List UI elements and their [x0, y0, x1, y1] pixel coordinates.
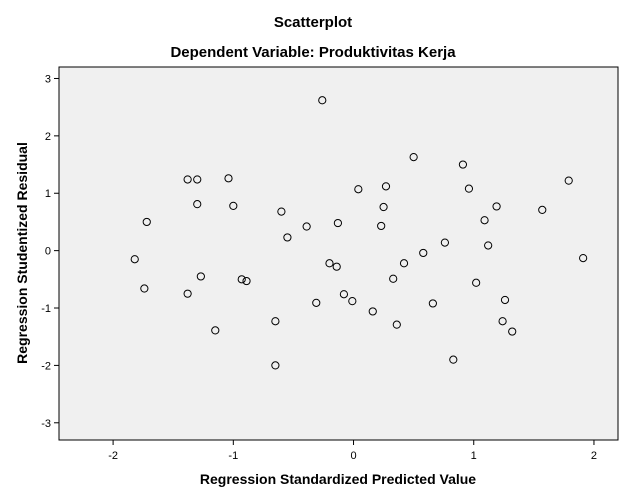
data-point — [579, 253, 588, 263]
data-point — [333, 218, 342, 228]
x-tick-label: 0 — [350, 450, 356, 462]
y-tick-label: -3 — [41, 418, 51, 430]
y-axis: -3 -2 -1 0 1 2 3 — [41, 73, 59, 430]
data-point — [140, 284, 149, 293]
data-point — [564, 176, 573, 185]
data-point — [325, 259, 334, 268]
data-point — [196, 272, 205, 281]
data-point — [464, 184, 474, 193]
data-point — [130, 255, 139, 264]
data-point — [381, 182, 391, 191]
x-tick-label: -2 — [108, 450, 118, 462]
data-point — [183, 175, 192, 184]
data-point — [458, 160, 468, 169]
data-point — [538, 205, 547, 214]
data-point — [211, 326, 220, 335]
x-tick-label: -1 — [228, 450, 238, 462]
data-point — [339, 290, 349, 299]
data-point — [183, 289, 192, 298]
data-point — [283, 233, 292, 242]
data-point — [379, 202, 388, 212]
data-point — [428, 299, 437, 308]
data-point — [492, 202, 501, 211]
y-tick-label: 2 — [45, 131, 51, 143]
data-point — [237, 275, 246, 284]
data-point — [472, 278, 481, 287]
data-point — [409, 152, 418, 162]
x-axis-label: Regression Standardized Predicted Value — [200, 471, 476, 487]
data-point — [399, 259, 409, 268]
data-point — [377, 221, 386, 231]
data-point — [142, 217, 151, 227]
data-point — [348, 297, 357, 306]
data-point — [312, 298, 321, 307]
data-point — [484, 241, 493, 250]
data-point — [332, 262, 341, 271]
data-point — [480, 216, 489, 225]
data-point — [318, 96, 327, 105]
data-point — [224, 174, 233, 183]
y-tick-label: -2 — [41, 360, 51, 372]
data-points — [130, 96, 588, 370]
data-point — [389, 274, 398, 283]
y-tick-label: 3 — [45, 73, 51, 85]
data-point — [449, 355, 458, 364]
x-tick-label: 2 — [591, 450, 597, 462]
chart-subtitle: Dependent Variable: Produktivitas Kerja — [170, 44, 456, 61]
data-point — [302, 222, 311, 231]
data-point — [354, 185, 363, 194]
data-point — [271, 361, 280, 370]
y-tick-label: 1 — [45, 188, 51, 200]
data-point — [229, 201, 238, 210]
data-point — [440, 238, 449, 247]
y-tick-label: -1 — [41, 303, 51, 315]
plot-area — [58, 66, 619, 441]
x-axis: -2 -1 0 1 2 — [108, 440, 597, 462]
data-point — [193, 175, 202, 184]
data-point — [508, 327, 517, 336]
chart-title: Scatterplot — [274, 14, 352, 31]
data-point — [242, 276, 251, 286]
data-point — [193, 200, 202, 209]
x-tick-label: 1 — [471, 450, 477, 462]
data-point — [277, 207, 286, 216]
y-axis-label: Regression Studentized Residual — [14, 142, 30, 364]
data-point — [498, 317, 507, 326]
data-point — [392, 320, 401, 329]
data-point — [271, 317, 280, 326]
data-point — [500, 295, 510, 305]
y-tick-label: 0 — [45, 246, 51, 258]
data-point — [419, 248, 428, 258]
data-point — [368, 307, 377, 316]
